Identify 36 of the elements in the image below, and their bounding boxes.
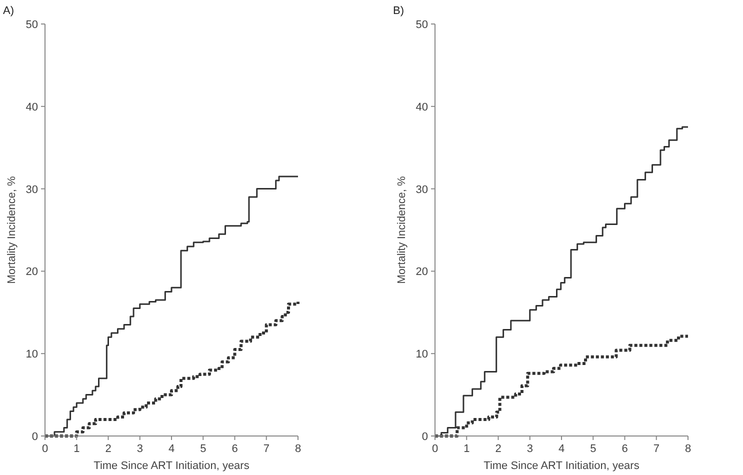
y-tick-label: 10 xyxy=(26,348,38,361)
x-tick-label: 8 xyxy=(684,443,692,455)
y-tick-label: 0 xyxy=(422,431,428,443)
x-tick-label: 6 xyxy=(622,443,628,455)
x-tick-label: 3 xyxy=(526,443,533,455)
x-axis-title: Time Since ART Initiation, years xyxy=(484,460,640,472)
x-tick-label: 1 xyxy=(464,443,470,455)
y-tick-label: 20 xyxy=(416,266,428,278)
y-tick-label: 10 xyxy=(416,348,428,361)
chart-title: B) xyxy=(393,5,404,17)
y-tick-label: 50 xyxy=(416,19,428,31)
y-tick-label: 50 xyxy=(26,19,38,31)
x-tick-label: 6 xyxy=(232,443,238,455)
y-tick-label: 30 xyxy=(416,184,428,196)
x-tick-label: 2 xyxy=(105,443,112,455)
x-tick-label: 4 xyxy=(168,443,175,455)
y-axis-title: Mortality Incidence, % xyxy=(396,176,408,284)
x-tick-label: 8 xyxy=(294,443,302,455)
x-tick-label: 7 xyxy=(653,443,660,455)
x-axis-title: Time Since ART Initiation, years xyxy=(94,460,250,472)
x-tick-label: 2 xyxy=(495,443,502,455)
y-tick-label: 40 xyxy=(416,101,428,114)
y-tick-label: 0 xyxy=(32,431,38,443)
chart-title: A) xyxy=(3,5,14,17)
x-tick-label: 0 xyxy=(432,443,438,455)
x-tick-label: 0 xyxy=(42,443,48,455)
x-tick-label: 4 xyxy=(558,443,565,455)
x-tick-label: 5 xyxy=(200,443,206,455)
x-tick-label: 5 xyxy=(590,443,596,455)
y-tick-label: 40 xyxy=(26,101,38,114)
y-tick-label: 30 xyxy=(26,184,38,196)
y-tick-label: 20 xyxy=(26,266,38,278)
x-tick-label: 3 xyxy=(136,443,143,455)
x-tick-label: 7 xyxy=(263,443,270,455)
x-tick-label: 1 xyxy=(74,443,80,455)
y-axis-title: Mortality Incidence, % xyxy=(6,176,18,284)
